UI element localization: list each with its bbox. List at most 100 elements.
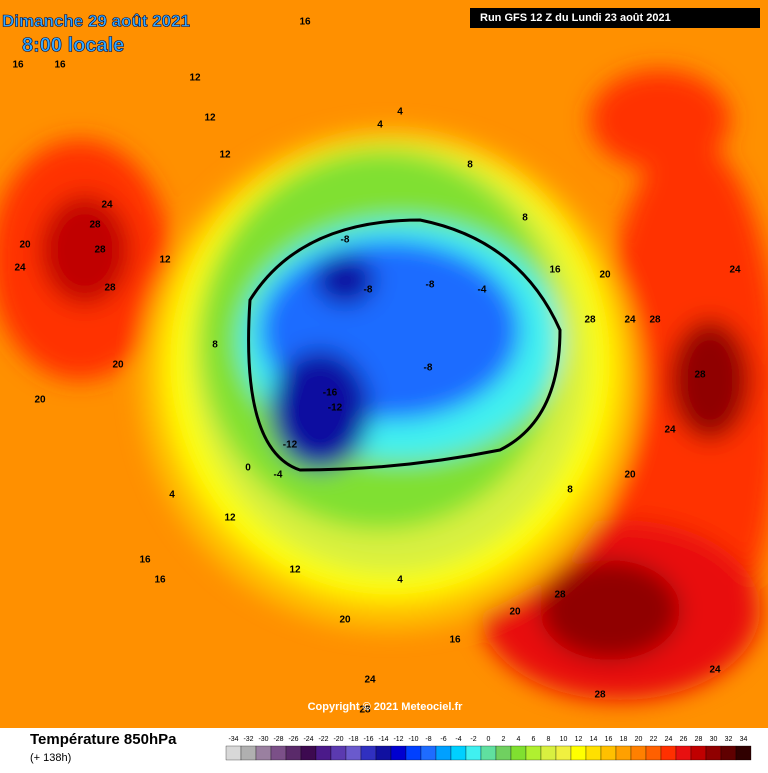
map-label: 16 [449, 635, 461, 646]
scale-cell [570, 745, 587, 761]
scale-tick-label: 34 [740, 736, 748, 743]
scale-tick-label: 22 [650, 736, 658, 743]
scale-cell [465, 745, 482, 761]
scale-cell [435, 745, 452, 761]
scale-cell [270, 745, 287, 761]
map-label: 12 [289, 565, 301, 576]
map-label: 16 [154, 575, 166, 586]
scale-cell [255, 745, 272, 761]
map-label: 8 [467, 160, 473, 171]
map-label: 28 [649, 315, 661, 326]
scale-tick-label: 0 [487, 736, 491, 743]
map-label: 4 [397, 107, 403, 118]
scale-tick-label: 28 [695, 736, 703, 743]
map-label: -8 [341, 235, 350, 246]
map-label: 24 [101, 200, 113, 211]
copyright: Copyright © 2021 Meteociel.fr [308, 701, 464, 713]
temperature-field [0, 70, 768, 700]
color-scale: -34 -32 -30 -28 -26 -24 -22 -20 -18 -16 -14 -12 -10-… [225, 736, 752, 761]
scale-tick-label: 6 [532, 736, 536, 743]
scale-cell [285, 745, 302, 761]
scale-tick-label: -30 [258, 736, 268, 743]
map-label: 16 [12, 60, 24, 71]
map-label: -8 [364, 285, 373, 296]
map-label: 16 [549, 265, 561, 276]
map-label: 20 [624, 470, 636, 481]
map-label: 4 [397, 575, 403, 586]
scale-cell [630, 745, 647, 761]
scale-tick-label: -20 [333, 736, 343, 743]
map-label: 28 [359, 705, 371, 716]
scale-tick-label: -14 [378, 736, 388, 743]
scale-tick-label: 32 [725, 736, 733, 743]
scale-tick-label: 4 [517, 736, 521, 743]
map-label: 24 [709, 665, 721, 676]
run: Run GFS 12 Z du Lundi 23 août 2021 [480, 12, 671, 24]
scale-tick-label: 14 [590, 736, 598, 743]
map-label: 20 [19, 240, 31, 251]
scale-cell [240, 745, 257, 761]
map-label: 12 [189, 73, 201, 84]
scale-cell [480, 745, 497, 761]
scale-tick-label: -6 [440, 736, 446, 743]
scale-tick-label: -16 [363, 736, 373, 743]
scale-cell [450, 745, 467, 761]
scale-cell [720, 745, 737, 761]
map-label: 24 [624, 315, 636, 326]
scale-cell [525, 745, 542, 761]
scale-tick-label: -10 [408, 736, 418, 743]
map-label: 4 [169, 490, 175, 501]
scale-cell [690, 745, 707, 761]
scale-cell [510, 745, 527, 761]
scale-tick-label: -26 [288, 736, 298, 743]
map-label: -12 [328, 403, 343, 414]
map-label: 12 [219, 150, 231, 161]
scale-tick-label: -2 [470, 736, 476, 743]
scale-tick-label: 20 [635, 736, 643, 743]
map-label: 28 [594, 690, 606, 701]
map-label: 24 [664, 425, 676, 436]
map-label: 28 [89, 220, 101, 231]
map-label: 12 [224, 513, 236, 524]
map-label: -8 [426, 280, 435, 291]
scale-tick-label: -18 [348, 736, 358, 743]
map-label: -8 [424, 363, 433, 374]
scale-cell [300, 745, 317, 761]
map-label: 20 [339, 615, 351, 626]
scale-tick-label: 10 [560, 736, 568, 743]
scale-cell [375, 745, 392, 761]
run-box [470, 8, 760, 28]
map-label: 0 [245, 463, 251, 474]
scale-tick-label: 16 [605, 736, 613, 743]
scale-cell [330, 745, 347, 761]
scale-tick-label: 12 [575, 736, 583, 743]
scale-cell [540, 745, 557, 761]
scale-cell [390, 745, 407, 761]
scale-tick-label: 18 [620, 736, 628, 743]
time: 8:00 locale [22, 34, 124, 56]
scale-cell [600, 745, 617, 761]
map-label: 28 [94, 245, 106, 256]
scale-tick-label: -24 [303, 736, 313, 743]
map-label: 28 [554, 590, 566, 601]
map-label: 20 [112, 360, 124, 371]
scale-tick-label: 8 [547, 736, 551, 743]
map-label: 8 [522, 213, 528, 224]
lead-time: (+ 138h) [30, 752, 71, 764]
scale-tick-label: 26 [680, 736, 688, 743]
map-label: 12 [159, 255, 171, 266]
date: Dimanche 29 août 2021 [2, 11, 190, 30]
map-label: 20 [34, 395, 46, 406]
map-label: 16 [54, 60, 66, 71]
scale-cell [345, 745, 362, 761]
scale-cell [555, 745, 572, 761]
field-title: Température 850hPa [30, 731, 177, 748]
scale-cell [420, 745, 437, 761]
map-label: 16 [299, 17, 311, 28]
scale-tick-label: -32 [243, 736, 253, 743]
scale-tick-label: 24 [665, 736, 673, 743]
map-label: -12 [283, 440, 298, 451]
scale-tick-label: -34 [228, 736, 238, 743]
